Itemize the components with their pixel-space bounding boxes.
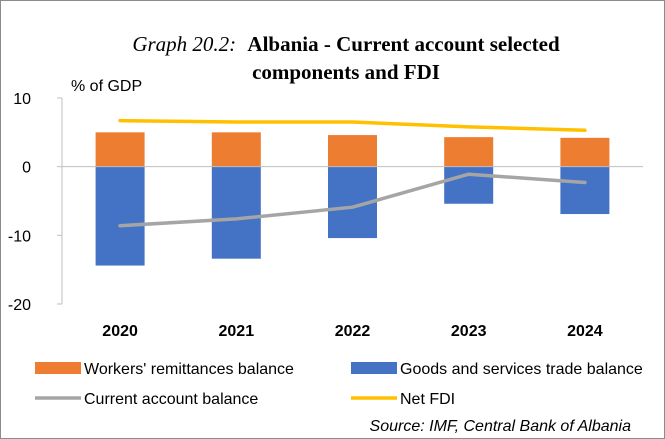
bar [328, 135, 377, 167]
x-tick-label: 2020 [102, 323, 138, 340]
bar [444, 137, 494, 167]
legend-label: Current account balance [84, 391, 258, 408]
bar [444, 166, 494, 204]
x-tick-label: 2022 [335, 323, 371, 340]
legend-label: Net FDI [400, 391, 455, 408]
series-line [118, 118, 587, 133]
chart-title-line1: Graph 20.2: Albania - Current account se… [132, 32, 560, 56]
legend: Workers' remittances balance Goods and se… [35, 361, 643, 408]
series-line [118, 172, 587, 228]
bar [95, 166, 145, 266]
bar [95, 132, 145, 167]
bar [211, 132, 261, 167]
bar [560, 166, 610, 215]
chart-title-prefix: Graph 20.2: [132, 32, 236, 56]
legend-label: Goods and services trade balance [400, 361, 643, 378]
x-tick-label: 2023 [451, 323, 487, 340]
legend-label: Workers' remittances balance [84, 361, 294, 378]
legend-swatch [35, 362, 81, 374]
y-axis-label: % of GDP [71, 78, 142, 95]
y-tick-label: 0 [22, 160, 31, 177]
chart-title-line2: components and FDI [252, 60, 440, 84]
y-tick-label: -10 [8, 228, 31, 245]
y-tick-label: -20 [8, 297, 31, 314]
bar [211, 166, 261, 259]
x-tick-label: 2021 [219, 323, 255, 340]
x-tick-label: 2024 [567, 323, 603, 340]
y-tick-label: 10 [13, 91, 31, 108]
chart-title-main: Albania - Current account selected [247, 32, 560, 56]
source-note: Source: IMF, Central Bank of Albania [370, 418, 632, 435]
bar [560, 137, 610, 167]
legend-swatch [351, 362, 397, 374]
plot-area: 10 0 -10 -20 2020 2021 2022 2023 2024 [8, 91, 643, 340]
